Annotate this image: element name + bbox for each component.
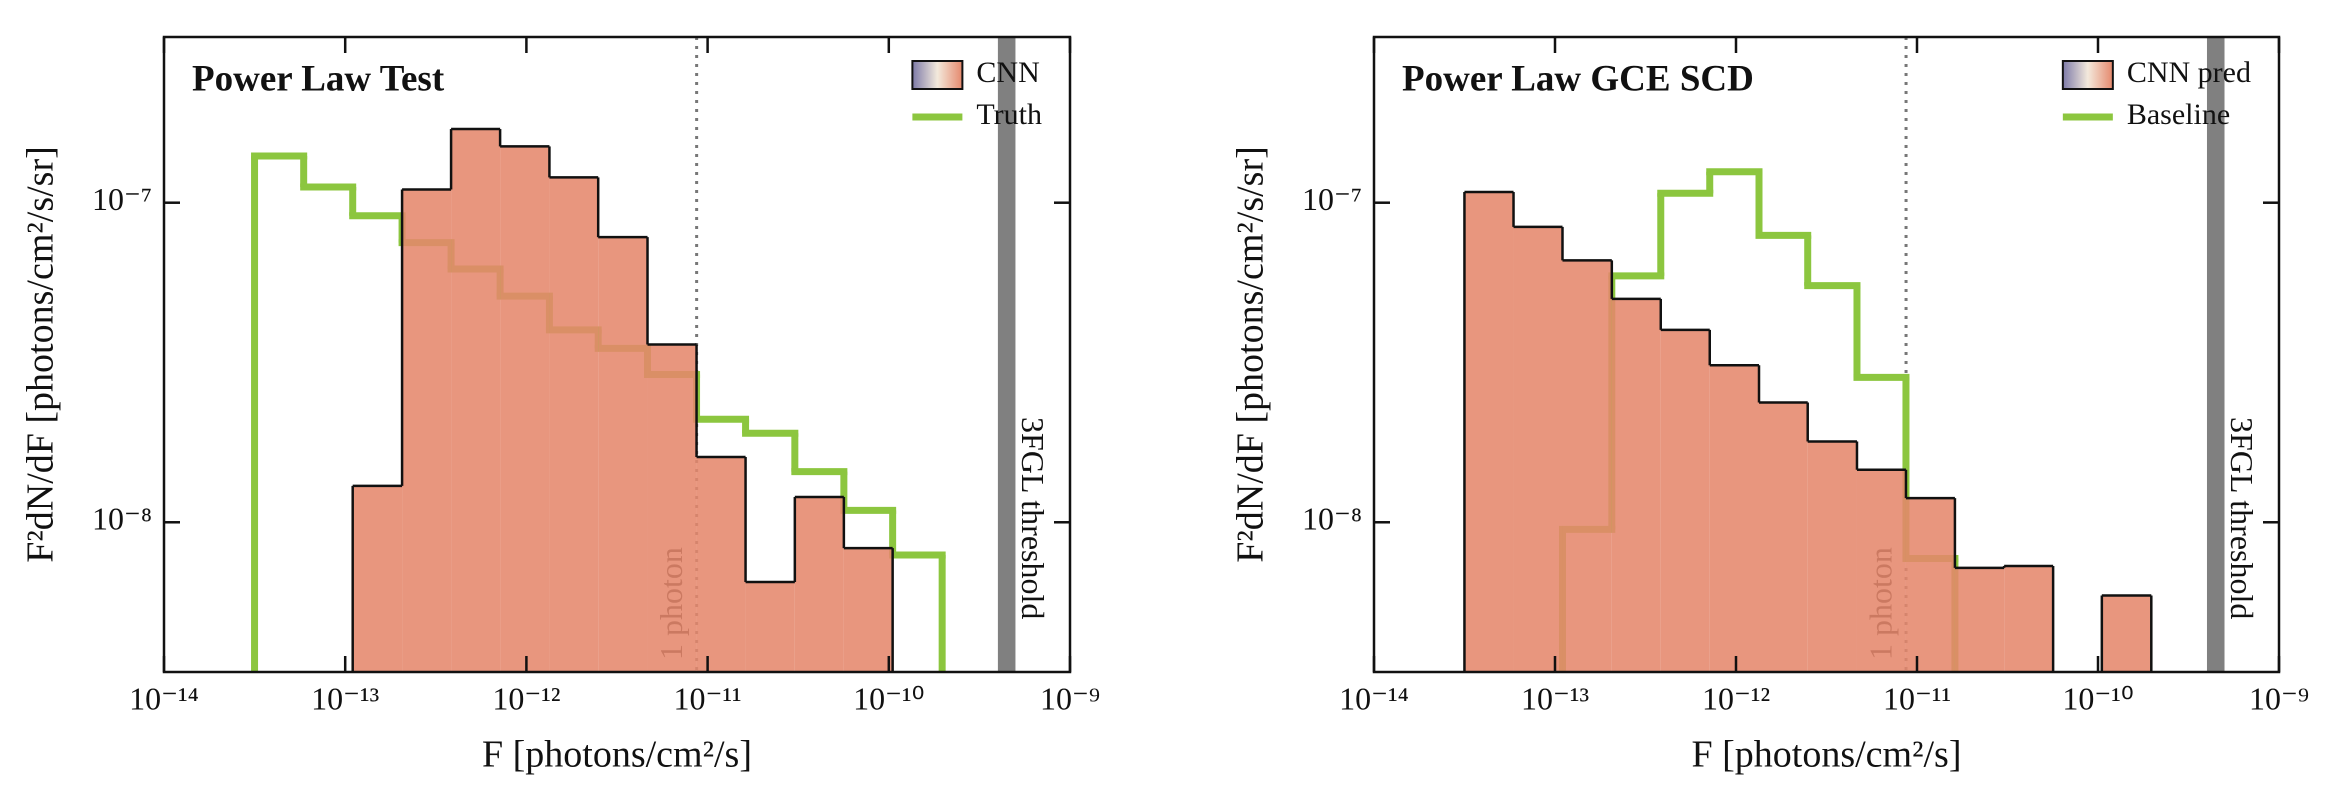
x-tick-label: 10⁻¹³ [1521, 680, 1589, 716]
histogram-bar [1954, 567, 2005, 672]
legend-label: CNN [976, 56, 1039, 89]
legend-label: Baseline [2127, 98, 2230, 131]
histogram-bar [1709, 365, 1760, 672]
histogram-bar [549, 177, 599, 672]
annotation: 3FGL threshold [1015, 417, 1051, 619]
threshold-band [2206, 37, 2225, 672]
x-tick-label: 10⁻¹³ [311, 680, 379, 716]
y-tick-label: 10⁻⁷ [92, 181, 152, 217]
legend-label: Truth [976, 98, 1042, 131]
x-tick-label: 10⁻¹¹ [674, 680, 742, 716]
histogram-bar [1759, 402, 1808, 672]
chart-title: Power Law Test [192, 58, 445, 99]
histogram-bar [2101, 595, 2152, 672]
histogram-bar [2004, 565, 2054, 672]
histogram-bar [1807, 441, 1857, 672]
y-axis-label: F²dN/dF [photons/cm²/s/sr] [20, 146, 62, 563]
x-axis-label: F [photons/cm²/s] [482, 734, 752, 776]
y-axis-label: F²dN/dF [photons/cm²/s/sr] [1230, 146, 1272, 563]
histogram-bar [1856, 469, 1906, 672]
histogram-bar [451, 129, 501, 673]
plot-frame [1372, 35, 2281, 674]
y-tick-label: 10⁻⁸ [1302, 501, 1362, 537]
legend-swatch [911, 60, 964, 90]
histogram-bar [402, 189, 452, 672]
histogram-bar [794, 496, 844, 672]
histogram-bar [598, 237, 648, 672]
x-tick-label: 10⁻¹⁰ [853, 680, 924, 716]
x-tick-label: 10⁻¹² [1702, 680, 1770, 716]
histogram-bar [1513, 226, 1563, 673]
x-tick-label: 10⁻⁹ [1040, 680, 1100, 716]
histogram-bar [500, 146, 550, 672]
histogram-bar [1905, 498, 1955, 672]
histogram-bar [1562, 260, 1612, 672]
x-tick-label: 10⁻⁹ [2249, 680, 2309, 716]
histogram-bar [647, 344, 697, 672]
x-tick-label: 10⁻¹⁰ [2062, 680, 2133, 716]
x-tick-label: 10⁻¹² [492, 680, 560, 716]
legend-label: CNN pred [2127, 56, 2251, 89]
y-tick-label: 10⁻⁷ [1302, 181, 1362, 217]
plot-frame [162, 35, 1072, 674]
histogram-bar [1464, 192, 1514, 672]
threshold-band [997, 37, 1016, 672]
y-tick-label: 10⁻⁸ [92, 501, 152, 537]
histogram-bar [843, 548, 893, 672]
histogram-bar [352, 485, 403, 672]
x-tick-label: 10⁻¹⁴ [1339, 680, 1409, 716]
chart-title: Power Law GCE SCD [1402, 58, 1754, 99]
annotation: 3FGL threshold [2224, 417, 2260, 619]
legend-swatch [2061, 60, 2114, 90]
histogram-bar [1660, 329, 1710, 672]
histogram-bar [1611, 298, 1661, 672]
x-tick-label: 10⁻¹¹ [1883, 680, 1951, 716]
x-tick-label: 10⁻¹⁴ [129, 680, 199, 716]
histogram-bar [745, 582, 795, 672]
histogram-bar [696, 457, 746, 672]
x-axis-label: F [photons/cm²/s] [1691, 734, 1961, 776]
